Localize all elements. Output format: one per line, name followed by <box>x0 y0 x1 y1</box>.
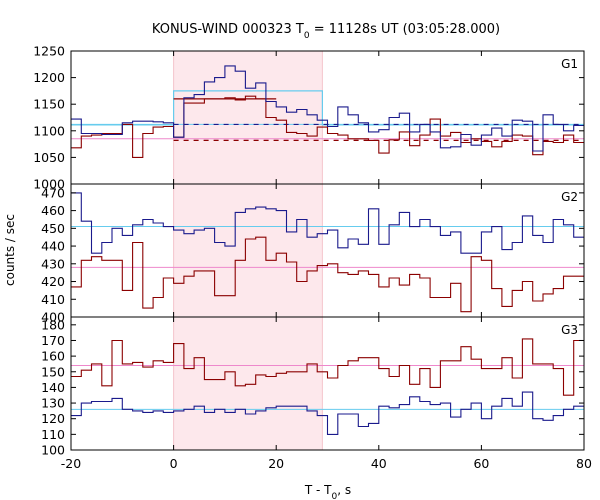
y-tick-label: 170 <box>41 333 65 348</box>
count-rate-series-red <box>71 236 584 313</box>
y-tick-label: 100 <box>41 443 65 458</box>
x-tick-label: 0 <box>170 456 178 471</box>
chart-title: KONUS-WIND 000323 T0 = 11128s UT (03:05:… <box>152 22 500 41</box>
y-tick-label: 1050 <box>33 150 65 165</box>
y-tick-label: 1150 <box>33 97 65 112</box>
y-tick-label: 1000 <box>33 177 65 192</box>
y-tick-label: 430 <box>41 256 65 271</box>
panel-frame <box>70 50 585 185</box>
y-tick-label: 140 <box>41 380 65 395</box>
panel-frame <box>70 316 585 451</box>
y-tick-label: 470 <box>41 185 65 200</box>
panel-g3 <box>71 338 584 435</box>
tick-labels: 100010501100115012001250G140041042043044… <box>33 44 592 472</box>
y-tick-label: 1200 <box>33 70 65 85</box>
panel-label: G1 <box>561 57 578 71</box>
panel-frame <box>70 183 585 318</box>
panel-label: G2 <box>561 190 578 204</box>
y-tick-label: 1100 <box>33 123 65 138</box>
panel-frames <box>70 50 585 451</box>
x-tick-label: -20 <box>61 456 81 471</box>
data-layer <box>71 65 584 435</box>
y-tick-label: 130 <box>41 396 65 411</box>
count-rate-series-red <box>71 95 584 158</box>
y-tick-label: 400 <box>41 310 65 325</box>
y-tick-label: 150 <box>41 364 65 379</box>
count-rate-series-blue <box>71 391 584 435</box>
count-rate-series-red <box>71 338 584 396</box>
count-rate-series-blue <box>71 65 584 152</box>
y-tick-label: 160 <box>41 349 65 364</box>
x-tick-label: 40 <box>371 456 387 471</box>
panel-g1 <box>71 65 584 158</box>
y-tick-label: 440 <box>41 239 65 254</box>
x-axis-label: T - T0, s <box>304 483 351 500</box>
y-tick-label: 1250 <box>33 44 65 59</box>
y-tick-label: 120 <box>41 411 65 426</box>
panel-label: G3 <box>561 323 578 337</box>
count-rate-series-blue <box>71 192 584 254</box>
x-tick-label: 60 <box>473 456 489 471</box>
y-tick-label: 460 <box>41 203 65 218</box>
y-tick-label: 180 <box>41 317 65 332</box>
interval-shading <box>173 51 323 450</box>
burst-interval-shade <box>173 51 323 450</box>
y-tick-label: 420 <box>41 274 65 289</box>
y-axis-label: counts / sec <box>3 214 17 286</box>
y-tick-label: 450 <box>41 221 65 236</box>
panel-g2 <box>71 192 584 313</box>
x-tick-label: 20 <box>268 456 284 471</box>
y-tick-label: 110 <box>41 427 65 442</box>
y-tick-label: 410 <box>41 292 65 307</box>
x-tick-label: 80 <box>576 456 592 471</box>
